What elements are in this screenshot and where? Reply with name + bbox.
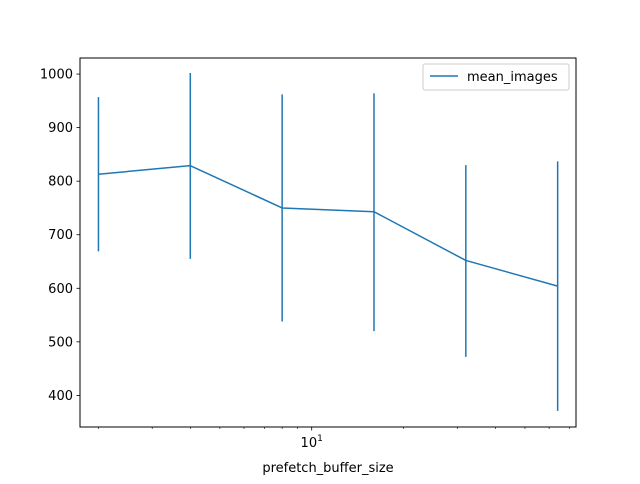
y-tick-label: 700 (48, 228, 73, 243)
y-tick-label: 600 (48, 282, 73, 297)
y-tick-label: 500 (48, 335, 73, 350)
y-tick-label: 1000 (40, 68, 73, 83)
x-axis-label: prefetch_buffer_size (262, 461, 393, 476)
y-tick-label: 800 (48, 175, 73, 190)
x-tick-label-base: 10 (301, 436, 318, 451)
legend-label: mean_images (467, 70, 558, 85)
y-tick-label: 400 (48, 389, 73, 404)
legend: mean_images (423, 64, 569, 90)
y-tick-label: 900 (48, 121, 73, 136)
x-tick-label-exponent: 1 (317, 434, 323, 444)
